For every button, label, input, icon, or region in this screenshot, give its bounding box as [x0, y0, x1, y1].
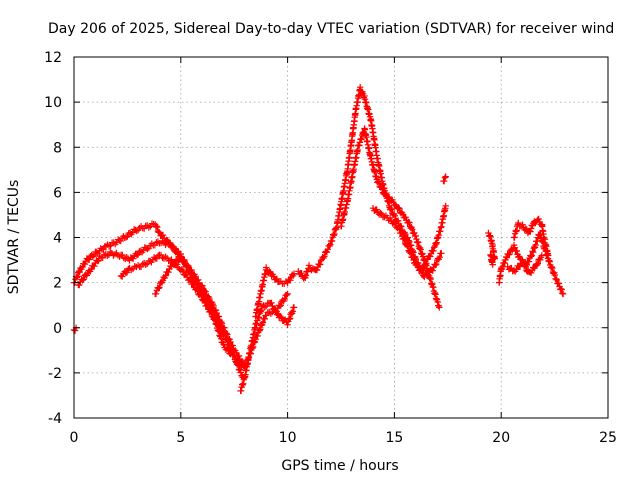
x-tick-label: 15: [385, 430, 403, 446]
series-markers: [237, 299, 298, 395]
series-track-k: [440, 173, 449, 185]
chart-title: Day 206 of 2025, Sidereal Day-to-day VTE…: [48, 21, 614, 37]
y-tick-label: 2: [53, 276, 62, 292]
series-markers: [369, 205, 445, 281]
series-track-i: [337, 125, 443, 311]
y-tick-label: 8: [53, 140, 62, 156]
series-markers: [495, 231, 567, 298]
series-markers: [504, 252, 545, 277]
y-tick-label: 10: [44, 95, 62, 111]
y-tick-label: 12: [44, 50, 62, 66]
x-tick-label: 5: [176, 430, 185, 446]
y-axis-title: SDTVAR / TECUs: [6, 180, 22, 295]
y-tick-label: 6: [53, 185, 62, 201]
x-tick-label: 10: [279, 430, 297, 446]
x-tick-label: 25: [599, 430, 617, 446]
series-track-g: [252, 264, 298, 320]
series-track-n: [510, 215, 552, 259]
tick-labels: 0 5 10 15 20 25 -4 -2 0 2 4 6 8 10 12: [44, 50, 617, 446]
x-axis-title: GPS time / hours: [281, 458, 398, 474]
series-track-f: [237, 299, 298, 395]
x-tick-label: 20: [492, 430, 510, 446]
series-track-o: [504, 252, 545, 277]
axis-ticks: [73, 56, 609, 419]
y-tick-label: -2: [48, 366, 62, 382]
series-markers: [440, 173, 449, 185]
series-markers: [337, 125, 443, 311]
y-tick-label: -4: [48, 411, 62, 427]
series-track-m: [495, 231, 567, 298]
series-markers: [510, 215, 552, 259]
y-tick-label: 4: [53, 231, 62, 247]
series-markers: [252, 264, 298, 320]
series-markers: [485, 229, 498, 268]
series-track-j: [369, 205, 445, 281]
data-points: [70, 84, 567, 395]
x-tick-label: 0: [70, 430, 79, 446]
y-tick-label: 0: [53, 321, 62, 337]
series-track-l: [485, 229, 498, 268]
